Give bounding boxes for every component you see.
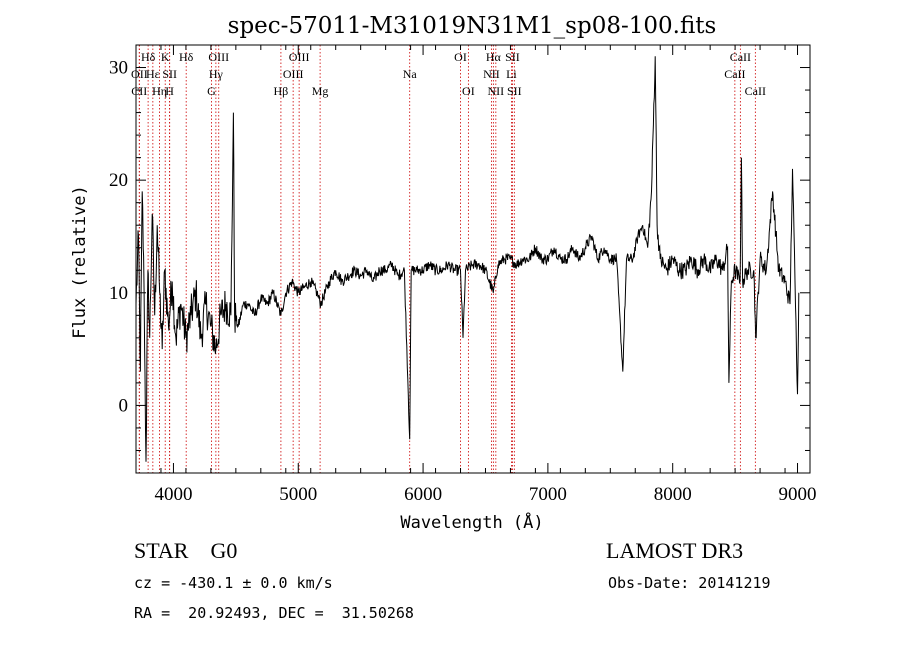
spectral-line-label: SII xyxy=(505,50,520,64)
spectral-line-label: OIII xyxy=(289,50,310,64)
spectral-line-label: CII xyxy=(131,84,147,98)
classification-label: STAR G0 xyxy=(134,538,238,563)
axis-ticks: 4000 5000 6000 7000 8000 9000 0 10 20 30 xyxy=(109,44,817,505)
spectral-line-label: Hδ xyxy=(179,50,194,64)
spectral-line-label: Li xyxy=(506,67,517,81)
spectral-line-label: SII xyxy=(162,67,177,81)
x-tick-label: 5000 xyxy=(279,484,317,505)
spectral-line-label: OIII xyxy=(208,50,229,64)
spectral-line-label: Hβ xyxy=(274,84,289,98)
spectral-line-label: G xyxy=(207,84,216,98)
x-tick-label: 8000 xyxy=(654,484,692,505)
spectral-line-label: Hδ xyxy=(141,50,156,64)
plot-frame xyxy=(135,44,811,474)
spectral-line-label: CaII xyxy=(730,50,751,64)
x-tick-label: 6000 xyxy=(404,484,442,505)
spectral-line-label: Mg xyxy=(312,84,329,98)
y-tick-label: 20 xyxy=(109,170,128,191)
spectrum-line xyxy=(135,56,800,462)
spectral-line-label: OIII xyxy=(283,67,304,81)
survey-label: LAMOST DR3 xyxy=(606,538,744,563)
spectral-line-labels: Hδ OII CII Hε Hη K SII H Hδ OIII Hγ G Hβ OIII OIII Mg Na… xyxy=(131,50,766,98)
spectral-line-label: Na xyxy=(403,67,418,81)
spectral-line-label: NII xyxy=(488,84,505,98)
y-tick-label: 30 xyxy=(109,58,128,79)
spectral-line-label: NII xyxy=(483,67,500,81)
spectrum-chart: spec-57011-M31019N31M1_sp08-100.fits 400… xyxy=(70,13,817,533)
spectral-line-label: K xyxy=(161,50,170,64)
coordinates-label: RA = 20.92493, DEC = 31.50268 xyxy=(134,604,414,622)
chart-title: spec-57011-M31019N31M1_sp08-100.fits xyxy=(228,13,717,39)
spectral-line-label: CaII xyxy=(724,67,745,81)
y-tick-label: 0 xyxy=(119,395,129,416)
y-tick-label: 10 xyxy=(109,283,128,304)
spectral-line-label: Hε xyxy=(146,67,160,81)
spectral-line-label: OI xyxy=(462,84,475,98)
x-tick-label: 7000 xyxy=(529,484,567,505)
spectral-line-label: CaII xyxy=(745,84,766,98)
spectral-line-label: OII xyxy=(131,67,148,81)
obs-date-label: Obs-Date: 20141219 xyxy=(608,574,771,592)
x-axis-label: Wavelength (Å) xyxy=(400,511,543,533)
spectral-line-label: OI xyxy=(454,50,467,64)
spectral-line-label: Hα xyxy=(486,50,502,64)
spectral-line-label: H xyxy=(165,84,174,98)
spectral-line-label: Hη xyxy=(152,84,167,98)
x-tick-label: 4000 xyxy=(154,484,192,505)
spectral-line-label: Hγ xyxy=(209,67,224,81)
spectral-line-label: SII xyxy=(507,84,522,98)
y-axis-label: Flux (relative) xyxy=(70,185,90,339)
x-tick-label: 9000 xyxy=(779,484,817,505)
redshift-label: cz = -430.1 ± 0.0 km/s xyxy=(134,574,333,592)
